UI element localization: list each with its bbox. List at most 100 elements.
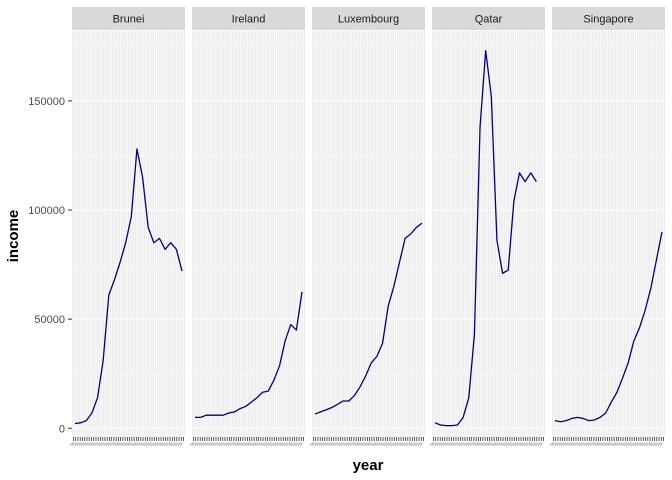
x-tick-label: 2002 [599,442,604,447]
x-tick-label: 1983 [556,442,561,447]
x-tick-label: 2014 [506,442,511,447]
x-tick-label: 1999 [232,442,237,447]
x-tick-label: 2006 [128,442,133,447]
x-tick-label: 1989 [450,442,455,447]
x-tick-label: 1998 [590,442,595,447]
x-tick-label: 2019 [277,442,282,447]
x-tick-label: 2013 [384,442,389,447]
x-tick-label: 1993 [579,442,584,447]
x-tick-label: 1982 [194,442,199,447]
x-tick-label: 1996 [586,442,591,447]
x-tick-label: 2015 [628,442,633,447]
x-tick-label: 1996 [226,442,231,447]
facet-panel-brunei: Brunei1980198119821983198419851986198719… [70,7,185,447]
x-tick-label: 2014 [266,442,271,447]
x-tick-label: 2013 [144,442,149,447]
x-tick-label: 2016 [270,442,275,447]
x-tick-label: 2008 [493,442,498,447]
x-tick-label: 2007 [130,442,135,447]
x-tick-label: 2024 [408,442,413,447]
x-tick-label: 1997 [468,442,473,447]
x-tick-label: 2007 [250,442,255,447]
x-tick-label: 2011 [139,442,144,447]
x-tick-label: 1999 [472,442,477,447]
facet-strip [312,7,425,30]
x-tick-label: 1980 [70,442,75,447]
x-tick-label: 2012 [501,442,506,447]
x-tick-label: 2029 [540,442,545,447]
x-tick-label: 2017 [633,442,638,447]
x-tick-label: 1991 [574,442,579,447]
x-tick-label: 2001 [357,442,362,447]
x-tick-label: 1982 [314,442,319,447]
x-tick-label: 2008 [613,442,618,447]
x-tick-label: 1986 [323,442,328,447]
x-tick-label: 1982 [554,442,559,447]
y-tick-label: 150000 [28,96,65,108]
x-tick-label: 2012 [141,442,146,447]
x-axis-ticks: 1980198119821983198419851986198719881989… [550,437,665,447]
x-tick-label: 2027 [295,442,300,447]
x-tick-label: 2007 [370,442,375,447]
x-tick-label: 2000 [115,442,120,447]
x-tick-label: 2021 [402,442,407,447]
x-tick-label: 2019 [517,442,522,447]
x-tick-label: 1996 [346,442,351,447]
x-tick-label: 2024 [648,442,653,447]
x-tick-label: 1994 [221,442,226,447]
x-tick-label: 1991 [94,442,99,447]
x-tick-label: 2023 [646,442,651,447]
facet-strip-label: Qatar [475,14,503,26]
x-tick-label: 2019 [637,442,642,447]
x-tick-label: 1980 [190,442,195,447]
x-tick-label: 2028 [177,442,182,447]
x-tick-label: 1991 [334,442,339,447]
x-tick-label: 2009 [615,442,620,447]
series-line-singapore [554,231,663,423]
x-tick-label: 2017 [153,442,158,447]
x-tick-label: 2006 [488,442,493,447]
x-tick-label: 2018 [155,442,160,447]
x-tick-label: 2006 [608,442,613,447]
x-tick-label: 2003 [121,442,126,447]
x-tick-label: 1992 [577,442,582,447]
x-tick-label: 1985 [81,442,86,447]
x-tick-label: 2027 [175,442,180,447]
x-tick-label: 2023 [286,442,291,447]
x-tick-label: 2010 [137,442,142,447]
x-tick-label: 2005 [126,442,131,447]
x-tick-label: 2021 [162,442,167,447]
x-tick-label: 2025 [291,442,296,447]
x-tick-label: 2029 [420,442,425,447]
series-line-ireland [195,291,303,418]
x-tick-label: 2006 [368,442,373,447]
x-tick-label: 1983 [196,442,201,447]
x-tick-label: 1986 [443,442,448,447]
x-tick-label: 1981 [552,442,557,447]
x-tick-label: 2018 [635,442,640,447]
x-tick-label: 2000 [355,442,360,447]
x-tick-label: 2023 [166,442,171,447]
x-tick-label: 1995 [103,442,108,447]
x-tick-label: 2001 [237,442,242,447]
x-tick-label: 1982 [74,442,79,447]
x-tick-label: 1989 [210,442,215,447]
x-tick-label: 1989 [570,442,575,447]
x-tick-label: 2026 [653,442,658,447]
x-tick-label: 2021 [282,442,287,447]
x-tick-label: 1989 [330,442,335,447]
x-tick-label: 2016 [390,442,395,447]
x-tick-label: 2024 [528,442,533,447]
x-tick-label: 2008 [373,442,378,447]
x-tick-label: 2003 [241,442,246,447]
x-tick-label: 2024 [168,442,173,447]
x-tick-label: 1992 [337,442,342,447]
series-line-luxembourg [314,222,423,415]
facet-strip-label: Ireland [232,14,266,26]
x-tick-label: 1996 [106,442,111,447]
x-axis-title: year [353,457,384,474]
x-tick-label: 2025 [651,442,656,447]
x-tick-label: 2010 [377,442,382,447]
x-tick-label: 2006 [248,442,253,447]
x-axis-ticks: 1980198119821983198419851986198719881989… [190,437,305,447]
